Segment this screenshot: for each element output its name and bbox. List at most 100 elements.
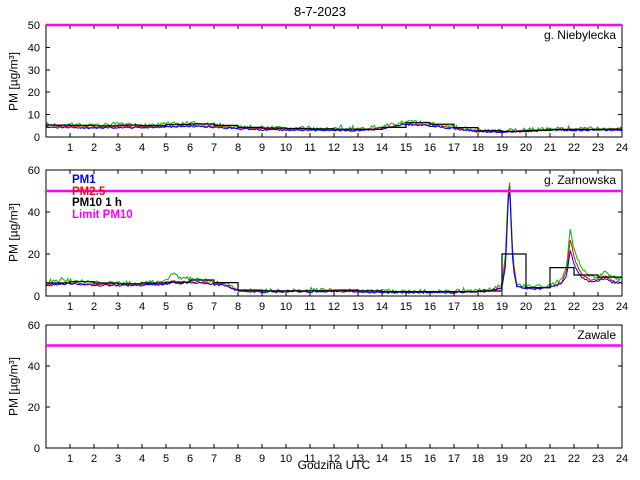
y-tick-label: 60 [28,320,40,332]
x-tick-label: 15 [400,142,412,154]
y-tick-label: 0 [34,132,40,144]
x-tick-label: 13 [352,301,364,313]
y-tick-label: 40 [28,361,40,373]
x-tick-label: 18 [472,453,484,465]
chart-label-zarnowska: g. Zarnowska [543,173,616,187]
x-tick-label: 4 [139,301,145,313]
legend: PM1 PM2.5 PM10 1 h Limit PM10 [72,174,133,221]
x-tick-label: 1 [67,301,73,313]
x-tick-label: 3 [115,301,121,313]
y-tick-label: 20 [28,87,40,99]
x-tick-label: 6 [187,142,193,154]
y-tick-label: 40 [28,207,40,219]
series-pm10-1-h [46,253,622,293]
x-tick-label: 5 [163,301,169,313]
y-tick-label: 40 [28,42,40,54]
x-tick-label: 10 [280,142,292,154]
x-tick-label: 8 [235,301,241,313]
x-tick-label: 8 [235,142,241,154]
axes-box [45,324,623,449]
x-tick-label: 1 [67,142,73,154]
x-tick-label: 16 [424,453,436,465]
x-tick-label: 13 [352,453,364,465]
x-tick-label: 6 [187,301,193,313]
x-tick-label: 14 [376,301,388,313]
x-tick-label: 14 [376,453,388,465]
y-tick-label: 0 [34,291,40,303]
x-tick-label: 10 [280,301,292,313]
axes-box [45,24,623,138]
x-tick-label: 17 [448,301,460,313]
x-tick-label: 11 [304,301,315,313]
x-tick-label: 5 [163,453,169,465]
x-tick-label: 11 [304,453,315,465]
y-tick-label: 20 [28,402,40,414]
y-tick-label: 60 [28,165,40,177]
x-tick-label: 21 [544,142,556,154]
x-tick-label: 16 [424,142,436,154]
y-tick-label: 20 [28,249,40,261]
x-tick-label: 21 [544,301,556,313]
x-tick-label: 5 [163,142,169,154]
x-tick-label: 4 [139,142,145,154]
x-tick-label: 18 [472,142,484,154]
x-axis-label: Godzina UTC [297,458,371,472]
y-tick-label: 50 [28,20,40,32]
x-tick-label: 17 [448,453,460,465]
x-tick-label: 7 [211,142,217,154]
x-tick-label: 19 [496,142,508,154]
chart-label-zawale: Zawale [577,328,616,342]
x-tick-label: 4 [139,453,145,465]
x-tick-label: 12 [328,142,340,154]
legend-item-pm1: PM1 [72,174,96,186]
x-tick-label: 24 [616,453,628,465]
legend-item-limit-pm10: Limit PM10 [72,208,133,221]
legend-item-pm25: PM2.5 [72,185,106,198]
x-tick-label: 20 [520,453,532,465]
x-tick-label: 23 [592,453,604,465]
x-tick-label: 15 [400,453,412,465]
x-tick-label: 24 [616,142,628,154]
x-tick-label: 15 [400,301,412,313]
x-tick-label: 10 [280,453,292,465]
x-tick-label: 2 [91,142,97,154]
x-tick-label: 12 [328,453,340,465]
x-tick-label: 1 [67,453,73,465]
x-tick-label: 3 [115,142,121,154]
x-tick-label: 7 [211,301,217,313]
x-tick-label: 11 [304,142,315,154]
y-axis-label-middle: PM [µg/m³] [6,203,21,262]
series-pm10-1-h [46,122,622,132]
y-tick-label: 10 [28,110,40,122]
x-tick-label: 9 [259,453,265,465]
x-tick-label: 20 [520,142,532,154]
y-axis-label-top: PM [µg/m³] [6,52,21,111]
x-tick-label: 8 [235,453,241,465]
x-tick-label: 2 [91,453,97,465]
x-tick-label: 17 [448,142,460,154]
x-tick-label: 6 [187,453,193,465]
x-tick-label: 22 [568,301,580,313]
legend-item-pm10-1h: PM10 1 h [72,197,122,209]
x-tick-label: 22 [568,453,580,465]
x-tick-label: 19 [496,301,508,313]
x-tick-label: 23 [592,142,604,154]
x-tick-label: 7 [211,453,217,465]
x-tick-label: 22 [568,142,580,154]
chart-label-niebylecka: g. Niebylecka [543,28,616,42]
x-tick-label: 2 [91,301,97,313]
x-tick-label: 14 [376,142,388,154]
x-tick-label: 21 [544,453,556,465]
x-tick-label: 23 [592,301,604,313]
x-tick-label: 9 [259,301,265,313]
x-tick-label: 3 [115,453,121,465]
y-tick-label: 0 [34,443,40,455]
x-tick-label: 16 [424,301,436,313]
x-tick-label: 9 [259,142,265,154]
x-tick-label: 13 [352,142,364,154]
x-tick-label: 20 [520,301,532,313]
x-tick-label: 24 [616,301,628,313]
x-tick-label: 12 [328,301,340,313]
